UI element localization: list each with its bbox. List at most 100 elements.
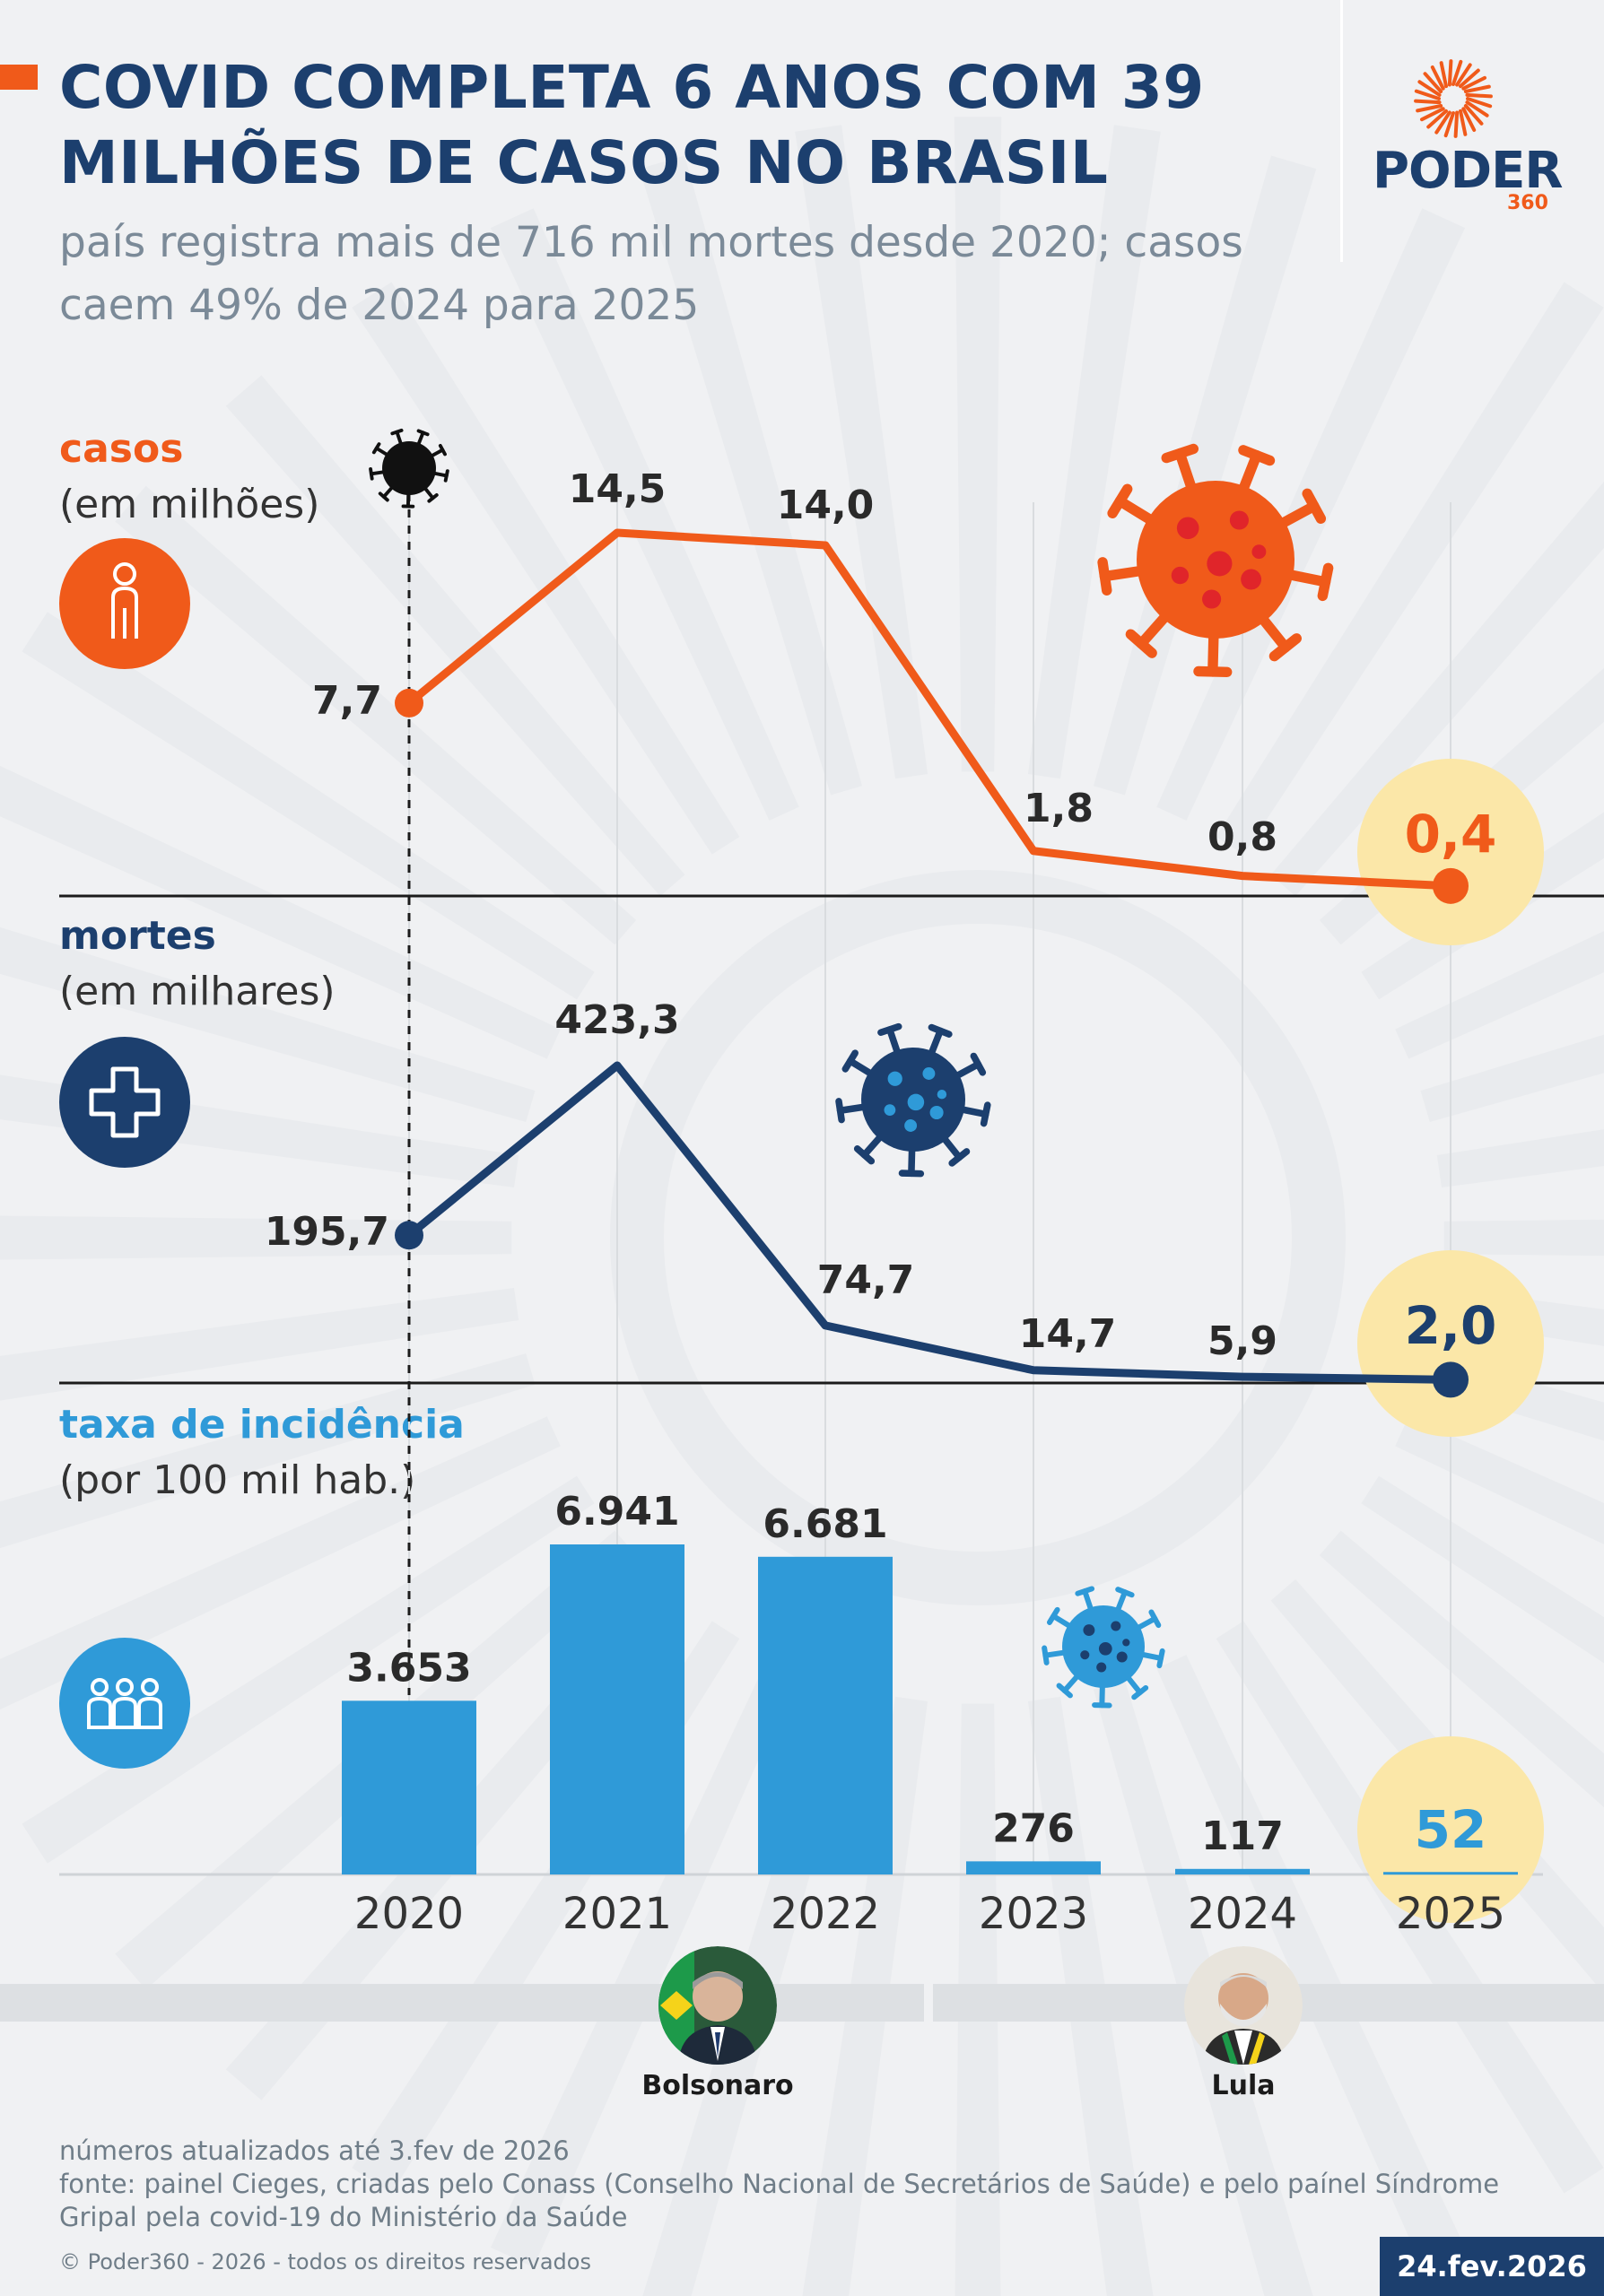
logo-divider	[1340, 0, 1343, 262]
virus-icon-blue	[1042, 1586, 1165, 1709]
burst-ray	[639, 155, 863, 796]
burst-ray	[795, 125, 928, 779]
incidence-label-2022: 6.681	[763, 1501, 887, 1547]
burst-ray	[1361, 1475, 1604, 1664]
sun-ray	[1419, 107, 1445, 122]
virus-dot	[1111, 1621, 1121, 1631]
incidence-label: taxa de incidência (por 100 mil hab.)	[59, 1397, 465, 1509]
deaths-label-2024: 5,9	[1207, 1318, 1277, 1364]
burst-ray	[1395, 1416, 1604, 1544]
sun-ray	[1417, 80, 1442, 97]
burst-ray	[1027, 125, 1161, 779]
virus-spike-cap	[1268, 633, 1302, 662]
president-bolsonaro: Bolsonaro	[583, 1946, 852, 2101]
incidence-bar-2025	[1383, 1872, 1518, 1875]
copyright: © Poder360 - 2026 - todos os direitos re…	[59, 2249, 591, 2274]
burst-ray	[1319, 1530, 1604, 1808]
virus-spike-cap	[369, 467, 374, 481]
virus-spike-cap	[853, 1145, 876, 1165]
burst-ray	[0, 1352, 536, 1549]
sun-ray	[1451, 59, 1463, 86]
footer-source: fonte: painel Cieges, criadas pelo Conas…	[59, 2169, 1500, 2232]
footer-updated: números atualizados até 3.fev de 2026	[59, 2135, 570, 2166]
cases-label-2020: 7,7	[312, 678, 382, 724]
burst-ray	[954, 117, 1002, 772]
virus-spike-cap	[1107, 483, 1133, 519]
virus-dot	[1171, 566, 1190, 585]
burst-ray	[0, 765, 561, 1059]
deaths-label-2021: 423,3	[554, 997, 679, 1043]
virus-spike-cap	[1115, 1587, 1135, 1598]
deaths-label-2025: 2,0	[1405, 1295, 1497, 1356]
burst-ray	[352, 282, 740, 855]
year-tick-2020: 2020	[354, 1889, 464, 1939]
year-tick-2021: 2021	[562, 1889, 672, 1939]
sun-ray	[1434, 110, 1451, 135]
sun-ray	[1443, 111, 1455, 138]
sun-ray	[1414, 99, 1442, 105]
burst-ray	[0, 1416, 561, 1710]
burst-ray	[1443, 1219, 1604, 1257]
deaths-label-2020: 195,7	[265, 1209, 389, 1255]
cases-unit: (em milhões)	[59, 482, 320, 527]
virus-spike-cap	[438, 443, 447, 457]
incidence-title: taxa de incidência	[59, 1402, 465, 1448]
virus-dot	[1251, 544, 1267, 560]
deaths-point-2025	[1433, 1361, 1469, 1398]
virus-dot	[1202, 589, 1222, 609]
virus-icon-navy	[835, 1022, 991, 1178]
sun-ray	[1466, 97, 1493, 109]
cases-line	[405, 528, 1455, 891]
sun-ray	[1463, 84, 1491, 93]
virus-spike-cap	[1148, 1609, 1162, 1629]
deaths-label: mortes (em milhares)	[59, 909, 336, 1020]
sun-ray	[1465, 100, 1489, 117]
bolsonaro-avatar	[658, 1946, 777, 2065]
virus-spike-cap	[928, 1023, 953, 1038]
sun-ray	[1430, 65, 1445, 91]
incidence-unit: (por 100 mil hab.)	[59, 1457, 416, 1503]
virus-spike-cap	[1075, 1586, 1095, 1596]
sun-ray	[1453, 110, 1460, 138]
virus-spike-cap	[1046, 1606, 1060, 1625]
virus-dot	[1241, 569, 1262, 590]
virus-dot	[904, 1119, 918, 1132]
incidence-2025-highlight	[1357, 1736, 1544, 1923]
virus-spike-cap	[1156, 1648, 1165, 1669]
sun-ray	[1455, 63, 1472, 87]
virus-spike-cap	[443, 469, 449, 483]
cases-label-2024: 0,8	[1207, 814, 1277, 860]
virus-spike-cap	[371, 442, 381, 455]
virus-spike-cap	[1302, 488, 1327, 524]
virus-icon-black	[369, 428, 449, 509]
group-icon	[59, 1638, 190, 1769]
sun-ray	[1447, 59, 1453, 87]
virus-spike-cap	[1193, 665, 1233, 678]
virus-dot	[937, 1089, 947, 1100]
logo-word: PODER	[1373, 142, 1564, 200]
incidence-bar-2022	[758, 1556, 893, 1874]
year-tick-2023: 2023	[979, 1889, 1088, 1939]
virus-dot	[1229, 510, 1249, 530]
virus-spike-cap	[1161, 443, 1199, 464]
burst-ray	[1270, 482, 1604, 897]
burst-ray	[0, 926, 536, 1123]
cases-title: casos	[59, 426, 184, 472]
virus-spike-cap	[835, 1098, 845, 1124]
logo-number: 360	[1507, 192, 1548, 214]
deaths-line	[405, 1061, 1455, 1384]
sun-ray	[1439, 61, 1448, 89]
deaths-label-2022: 74,7	[817, 1257, 915, 1303]
incidence-label-2021: 6.941	[554, 1489, 679, 1535]
cases-label: casos (em milhões)	[59, 422, 319, 533]
sun-ray	[1423, 72, 1443, 93]
president-lula: Lula	[1109, 1946, 1378, 2101]
publish-date: 24.fev.2026	[1380, 2237, 1604, 2296]
burst-ray	[22, 1475, 595, 1864]
cases-point-2025	[1433, 867, 1469, 904]
sun-icon	[1414, 59, 1493, 138]
cases-label-2025: 0,4	[1405, 804, 1497, 865]
virus-dot	[1083, 1624, 1095, 1637]
incidence-bar-2021	[550, 1544, 684, 1874]
incidence-label-2024: 117	[1201, 1813, 1284, 1859]
